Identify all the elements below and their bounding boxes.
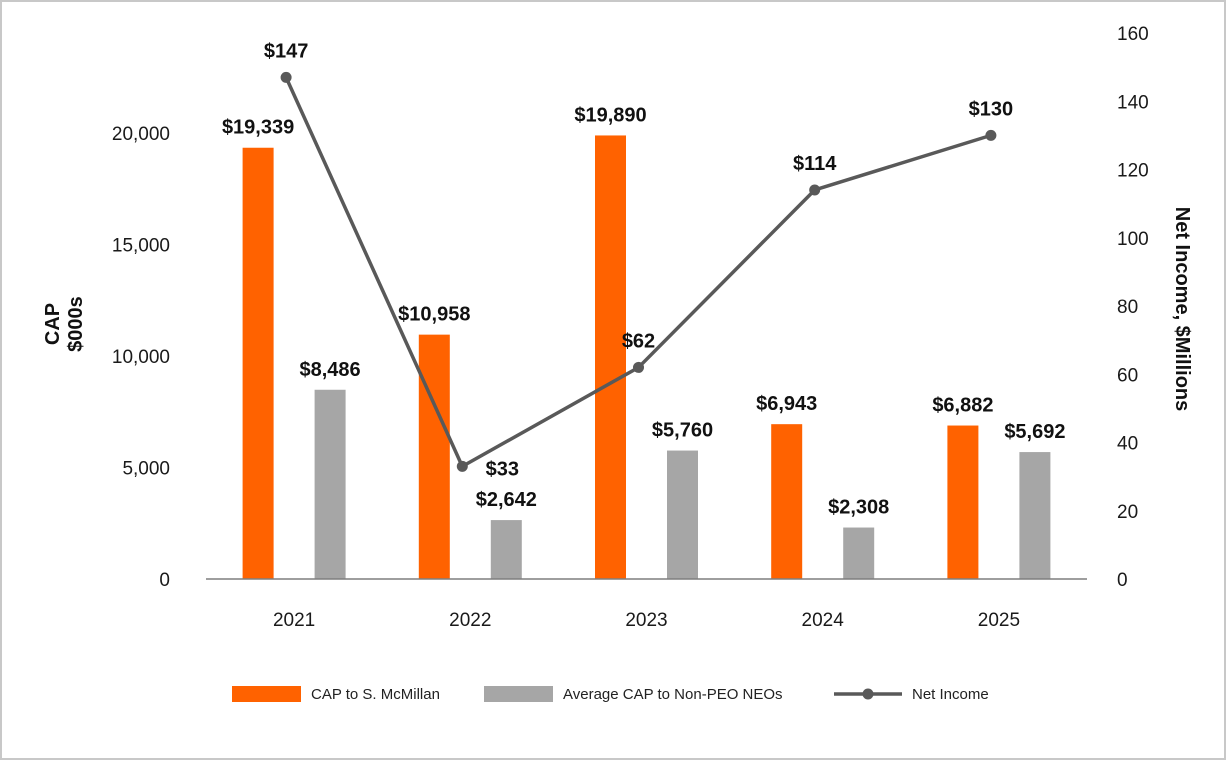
bar-data-label: $19,890 — [574, 104, 646, 126]
net-income-data-label: $62 — [622, 330, 655, 352]
net-income-point — [280, 71, 292, 83]
left-axis-tick-label: 0 — [159, 570, 170, 591]
bar-ceo — [242, 147, 274, 579]
net-income-point — [809, 184, 821, 196]
bar-data-label: $6,882 — [932, 395, 993, 417]
right-axis-tick-label: 0 — [1117, 570, 1128, 591]
x-axis-tick-label: 2023 — [625, 610, 667, 631]
bar-neo — [314, 389, 346, 579]
x-axis-tick-label: 2022 — [449, 610, 491, 631]
bar-data-label: $6,943 — [756, 393, 817, 415]
legend-label-neo: Average CAP to Non-PEO NEOs — [563, 686, 783, 703]
bar-ceo — [947, 425, 979, 579]
bar-ceo — [771, 424, 803, 579]
net-income-point — [985, 129, 997, 141]
bar-ceo — [595, 135, 626, 579]
right-axis-tick-label: 80 — [1117, 297, 1138, 318]
legend-marker-net-income — [862, 688, 874, 700]
left-axis-title: CAP$000s — [42, 296, 87, 352]
bar-ceo — [418, 334, 450, 579]
right-axis-tick-label: 160 — [1117, 24, 1149, 45]
net-income-data-label: $33 — [486, 458, 519, 480]
bar-data-label: $19,339 — [222, 117, 294, 139]
bar-data-label: $5,692 — [1004, 421, 1065, 443]
net-income-point — [456, 460, 468, 472]
bar-data-label: $10,958 — [398, 304, 470, 326]
right-axis-tick-label: 100 — [1117, 229, 1149, 250]
x-axis-tick-label: 2025 — [978, 610, 1020, 631]
net-income-data-label: $130 — [969, 98, 1014, 120]
bar-neo — [843, 527, 875, 579]
x-axis-tick-label: 2024 — [802, 610, 845, 631]
bar-data-label: $5,760 — [652, 420, 713, 442]
bar-data-label: $2,642 — [476, 489, 537, 511]
right-axis-tick-label: 140 — [1117, 92, 1149, 113]
right-axis-tick-label: 20 — [1117, 502, 1138, 523]
net-income-line — [284, 76, 992, 469]
bar-neo — [667, 450, 698, 579]
bar-neo — [490, 520, 522, 579]
left-axis-title-line: $000s — [65, 296, 87, 352]
left-axis-tick-label: 15,000 — [112, 236, 170, 257]
right-axis-title: Net Income, $Millions — [1171, 207, 1193, 411]
legend-swatch-ceo — [232, 686, 301, 702]
right-axis-tick-label: 60 — [1117, 365, 1138, 386]
net-income-point — [633, 361, 644, 373]
net-income-data-label: $147 — [264, 40, 309, 62]
left-axis-tick-label: 5,000 — [122, 459, 170, 480]
left-axis-tick-label: 10,000 — [112, 347, 170, 368]
left-axis-title-line: CAP — [42, 303, 64, 345]
left-axis-tick-label: 20,000 — [112, 124, 170, 145]
legend-label-net-income: Net Income — [912, 686, 989, 703]
net-income-data-label: $114 — [793, 153, 837, 175]
legend-swatch-neo — [484, 686, 553, 702]
right-axis-tick-label: 120 — [1117, 161, 1149, 182]
bar-neo — [1019, 452, 1051, 579]
bar-data-label: $2,308 — [828, 497, 889, 519]
legend-label-ceo: CAP to S. McMillan — [311, 686, 440, 703]
x-axis-tick-label: 2021 — [273, 610, 315, 631]
right-axis-tick-label: 40 — [1117, 434, 1138, 455]
bar-data-label: $8,486 — [300, 359, 361, 381]
